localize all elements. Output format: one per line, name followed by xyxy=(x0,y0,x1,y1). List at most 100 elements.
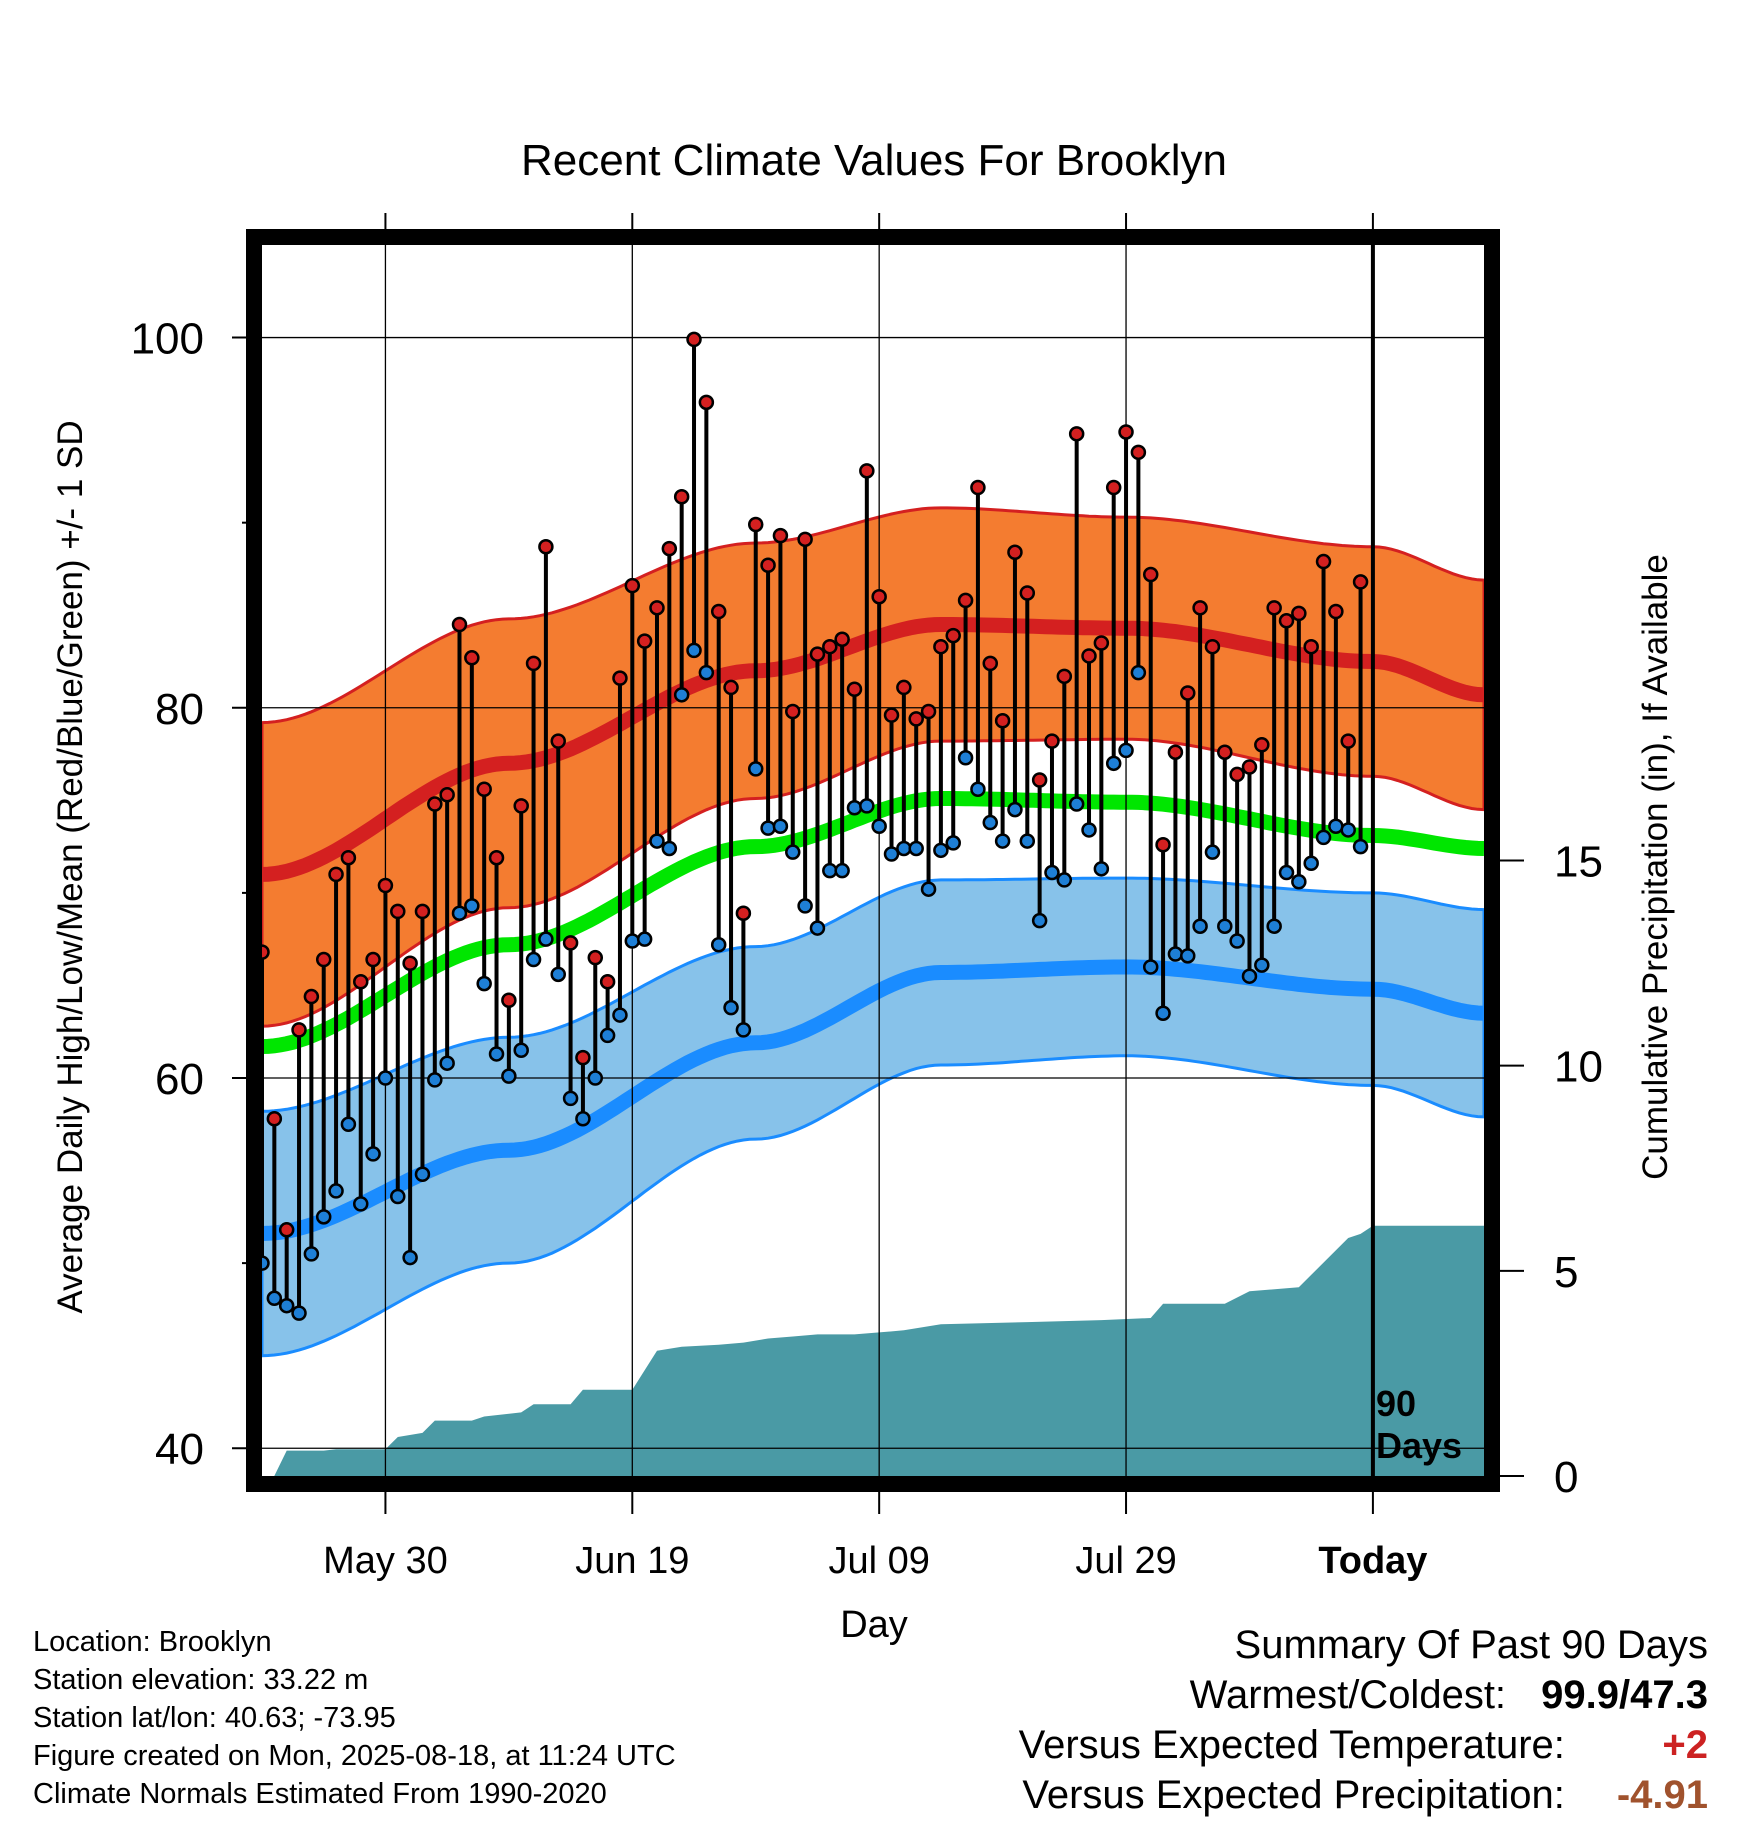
high-point xyxy=(1315,553,1332,570)
high-point xyxy=(291,1022,307,1038)
low-point xyxy=(1155,1005,1171,1021)
low-point xyxy=(871,818,887,835)
low-point xyxy=(291,1305,307,1321)
low-point xyxy=(550,966,566,983)
warmest-coldest-row: Warmest/Coldest: 99.9/47.3 xyxy=(1019,1670,1708,1720)
high-point xyxy=(920,703,937,720)
y-tick-label: 80 xyxy=(155,685,204,734)
low-point xyxy=(883,846,900,862)
high-point xyxy=(994,712,1011,729)
low-point xyxy=(1229,933,1245,949)
low-point xyxy=(340,1116,357,1133)
high-point xyxy=(747,516,764,533)
temp-versus-row: Versus Expected Temperature: +2 xyxy=(1019,1720,1708,1770)
station-info: Location: Brooklyn Station elevation: 33… xyxy=(33,1623,676,1813)
low-point xyxy=(278,1297,295,1314)
high-point xyxy=(723,679,739,696)
high-point xyxy=(439,787,455,803)
low-point xyxy=(723,999,739,1016)
summary-heading: Summary Of Past 90 Days xyxy=(1234,1623,1708,1667)
low-point xyxy=(1130,664,1147,681)
low-point xyxy=(1192,918,1208,934)
high-point xyxy=(488,849,505,866)
low-point xyxy=(920,881,937,897)
high-point xyxy=(809,646,826,662)
low-point xyxy=(649,833,665,849)
warmest-coldest-label: Warmest/Coldest: xyxy=(1189,1673,1507,1717)
high-point xyxy=(1019,585,1036,601)
high-point xyxy=(402,955,418,971)
low-point xyxy=(464,898,480,914)
low-point xyxy=(636,931,653,947)
low-point xyxy=(1044,864,1060,881)
high-point xyxy=(377,877,394,894)
low-point xyxy=(859,798,875,814)
low-point xyxy=(1254,957,1270,973)
high-point xyxy=(673,489,690,505)
low-point xyxy=(562,1090,579,1107)
low-point xyxy=(266,1290,283,1307)
high-point xyxy=(612,670,628,686)
low-point xyxy=(377,1070,394,1086)
low-point xyxy=(735,1022,752,1038)
low-point xyxy=(1278,864,1295,881)
high-point xyxy=(1142,566,1159,583)
high-point xyxy=(562,935,579,951)
low-point xyxy=(945,835,961,851)
low-point xyxy=(710,936,727,953)
high-point xyxy=(513,798,529,814)
low-point xyxy=(427,1072,443,1088)
low-point xyxy=(785,844,801,860)
low-point xyxy=(994,833,1011,849)
high-point xyxy=(957,592,974,609)
high-point xyxy=(871,588,887,605)
high-point xyxy=(1180,685,1196,701)
high-point xyxy=(1217,744,1233,760)
precip-versus-value: -4.91 xyxy=(1616,1773,1708,1817)
low-point xyxy=(587,1070,604,1086)
y-axis-label-left: Average Daily High/Low/Mean (Red/Blue/Gr… xyxy=(51,420,90,1313)
low-point xyxy=(747,761,764,777)
high-point xyxy=(846,681,863,698)
high-point xyxy=(1340,733,1356,749)
high-point xyxy=(970,479,986,496)
x-tick-label: Jul 09 xyxy=(828,1540,929,1582)
high-point xyxy=(785,703,801,720)
high-point xyxy=(686,331,702,348)
high-point xyxy=(315,951,332,968)
high-point xyxy=(772,527,789,544)
chart-title: Recent Climate Values For Brooklyn xyxy=(521,136,1227,185)
low-point xyxy=(1291,874,1307,890)
x-axis-label: Day xyxy=(840,1604,908,1646)
high-point xyxy=(501,992,517,1009)
low-point xyxy=(686,642,702,659)
low-point xyxy=(1352,838,1369,855)
high-point xyxy=(735,905,752,922)
low-point xyxy=(1019,833,1036,849)
high-point xyxy=(834,631,850,648)
high-point xyxy=(1278,613,1295,629)
high-point xyxy=(352,973,369,990)
low-point xyxy=(822,862,838,879)
high-point xyxy=(476,781,492,797)
x-tick-label: Today xyxy=(1318,1540,1427,1582)
low-point xyxy=(414,1166,431,1183)
low-point xyxy=(402,1249,418,1266)
high-point xyxy=(538,538,554,555)
high-point xyxy=(859,463,875,479)
high-point xyxy=(1266,600,1282,616)
high-point xyxy=(575,1049,591,1066)
x-tick-label: Jul 29 xyxy=(1075,1540,1176,1582)
low-point xyxy=(1031,912,1048,929)
low-point xyxy=(1007,801,1023,818)
plot-frame xyxy=(246,229,1500,1492)
high-normal-line xyxy=(262,617,1484,882)
high-point xyxy=(328,866,344,883)
plot-area: 40 60 80 100 May 30 Jun 19 Jul 09 Jul 29 Today 0 5… xyxy=(131,213,1603,1582)
low-point xyxy=(970,781,986,797)
high-point xyxy=(1254,737,1270,753)
low-point xyxy=(1204,844,1221,860)
low-point xyxy=(846,799,863,816)
low-point xyxy=(501,1068,517,1084)
high-point xyxy=(525,655,542,672)
